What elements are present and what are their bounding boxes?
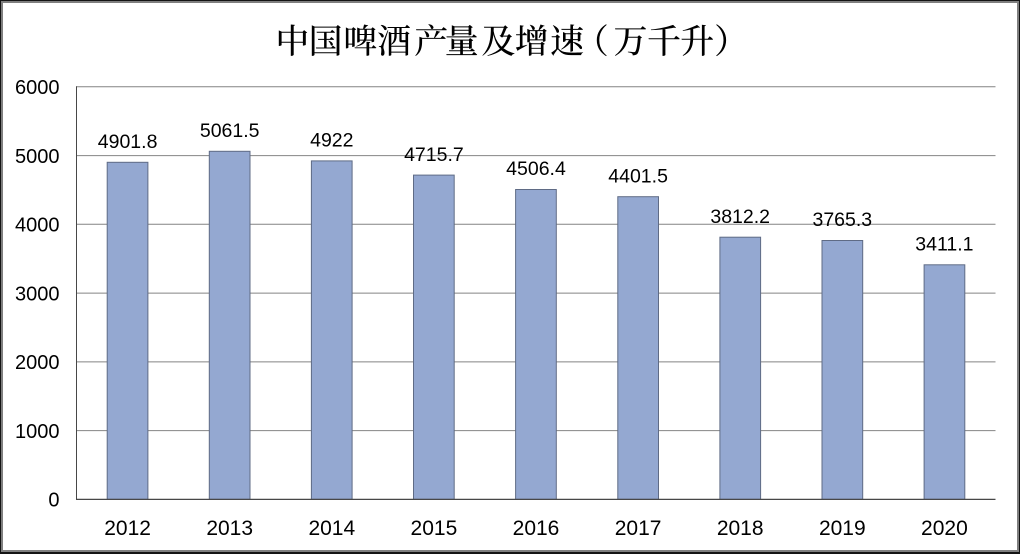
svg-text:4401.5: 4401.5 [608, 165, 668, 187]
svg-text:2016: 2016 [513, 517, 560, 540]
svg-text:2015: 2015 [411, 517, 458, 540]
svg-text:2019: 2019 [819, 517, 866, 540]
svg-text:4715.7: 4715.7 [404, 144, 464, 166]
svg-text:2017: 2017 [615, 517, 662, 540]
svg-text:2014: 2014 [308, 517, 355, 540]
svg-text:6000: 6000 [15, 77, 60, 99]
svg-text:2020: 2020 [921, 517, 968, 540]
svg-text:3000: 3000 [15, 283, 60, 305]
svg-text:1000: 1000 [15, 421, 60, 443]
svg-text:2000: 2000 [15, 352, 60, 374]
svg-text:2018: 2018 [717, 517, 764, 540]
svg-text:5000: 5000 [15, 146, 60, 168]
svg-text:2013: 2013 [206, 517, 253, 540]
svg-text:2012: 2012 [104, 517, 151, 540]
svg-text:3411.1: 3411.1 [915, 234, 973, 256]
svg-text:0: 0 [48, 490, 59, 512]
svg-text:4922: 4922 [310, 130, 353, 152]
svg-text:4901.8: 4901.8 [98, 131, 158, 153]
svg-text:5061.5: 5061.5 [200, 120, 260, 142]
svg-text:3765.3: 3765.3 [812, 209, 872, 231]
svg-text:4000: 4000 [15, 215, 60, 237]
svg-text:4506.4: 4506.4 [506, 158, 566, 180]
svg-text:3812.2: 3812.2 [710, 206, 770, 228]
